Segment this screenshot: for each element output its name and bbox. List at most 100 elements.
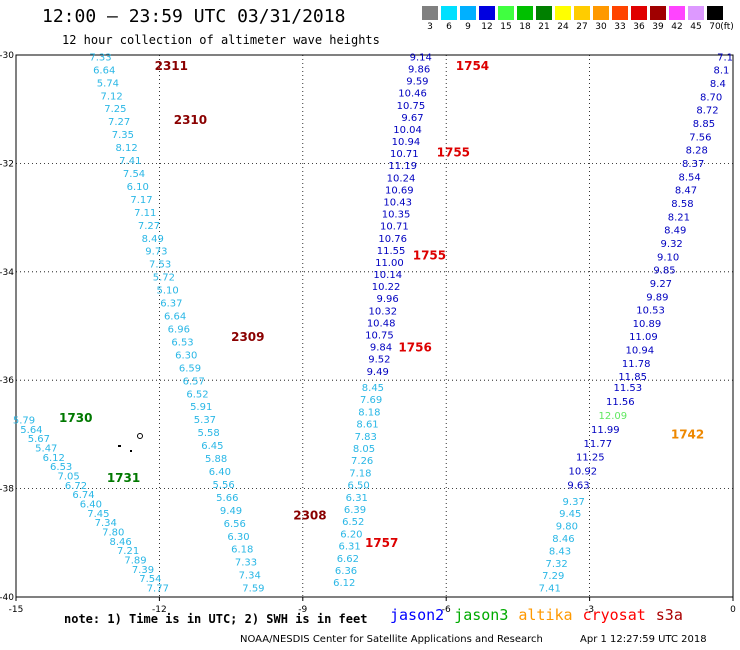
swh-value: 7.41 [119, 156, 141, 167]
colorbar-swatch [593, 6, 609, 20]
swh-value: 6.64 [164, 312, 186, 323]
colorbar-swatch [612, 6, 628, 20]
swh-value: 5.91 [190, 402, 212, 413]
axis-ticks: -15 -12 -9 -6 -3 0-30-32-34-36-38-40 [0, 51, 736, 615]
swh-value: 6.40 [209, 467, 231, 478]
pass-number-label: 2308 [293, 509, 326, 523]
swh-value: 12.09 [599, 411, 628, 422]
swh-value: 6.59 [179, 363, 201, 374]
swh-value: 7.54 [123, 169, 145, 180]
lon-tick-label: -3 [585, 605, 594, 615]
swh-value: 10.48 [367, 318, 396, 329]
colorbar-swatch [517, 6, 533, 20]
lon-tick-label: 0 [730, 605, 736, 615]
lat-tick-label: -40 [0, 593, 14, 603]
swh-value: 7.11 [134, 208, 156, 219]
swh-value: 9.63 [567, 481, 589, 492]
swh-value: 9.80 [556, 522, 578, 533]
swh-value: 6.31 [346, 493, 368, 504]
colorbar-swatch [707, 6, 723, 20]
swh-value: 5.74 [97, 78, 119, 89]
swh-value: 10.24 [387, 173, 416, 184]
swh-value: 6.96 [168, 324, 190, 335]
swh-value: 10.75 [397, 101, 426, 112]
swh-value: 5.64 [20, 425, 42, 436]
swh-value: 6.62 [337, 554, 359, 565]
mission-legend-item: jason2 [390, 606, 445, 624]
altimeter-tracks: 7.33 6.64 5.74 7.12 7.25 7.27 7.35 8.12 7.41 7.54… [13, 52, 733, 594]
footnote: note: 1) Time is in UTC; 2) SWH is in fe… [64, 612, 368, 626]
swh-value: 6.53 [50, 462, 72, 473]
swh-value: 10.76 [378, 234, 407, 245]
colorbar-label: 27 [576, 22, 588, 32]
colorbar-label: 6 [446, 22, 452, 32]
swh-value: 5.37 [194, 415, 216, 426]
swh-value: 7.05 [57, 472, 79, 483]
swh-value: 11.85 [618, 372, 647, 383]
swh-value: 7.18 [349, 468, 371, 479]
lon-tick-label: -9 [298, 605, 307, 615]
island-marker [130, 450, 132, 452]
swh-value: 7.17 [130, 195, 152, 206]
swh-value: 7.69 [360, 395, 382, 406]
swh-value: 9.45 [559, 509, 581, 520]
swh-value: 6.52 [342, 517, 364, 528]
colorbar-label: 9 [465, 22, 471, 32]
swh-value: 9.67 [401, 113, 423, 124]
swh-value: 9.73 [145, 247, 167, 258]
island-markers [118, 433, 143, 452]
swh-value: 9.49 [220, 506, 242, 517]
swh-value: 10.22 [372, 282, 401, 293]
swh-value: 10.43 [383, 198, 412, 209]
swh-value: 7.34 [239, 571, 261, 582]
swh-value: 5.10 [156, 286, 178, 297]
lat-tick-label: -34 [0, 268, 14, 278]
swh-value: 11.56 [606, 397, 635, 408]
swh-value: 8.54 [678, 172, 700, 183]
colorbar-label: 30 [595, 22, 607, 32]
mission-legend-item: altika [518, 606, 573, 624]
swh-value: 8.18 [358, 407, 380, 418]
colorbar-swatch [422, 6, 438, 20]
map-border [15, 54, 734, 598]
swh-value: 7.77 [147, 584, 169, 595]
swh-value: 7.27 [138, 221, 160, 232]
swh-value: 11.77 [583, 439, 612, 450]
swh-value: 6.57 [183, 376, 205, 387]
swh-value: 7.33 [235, 558, 257, 569]
swh-value: 8.28 [686, 146, 708, 157]
swh-value: 8.05 [353, 444, 375, 455]
swh-value: 7.83 [355, 432, 377, 443]
mission-legend-item: s3a [655, 606, 683, 624]
swh-value: 6.40 [80, 500, 102, 511]
lat-tick-label: -32 [0, 159, 14, 169]
swh-value: 8.12 [115, 143, 137, 154]
swh-value: 9.96 [377, 294, 399, 305]
swh-value: 7.34 [95, 518, 117, 529]
pass-number-label: 1730 [59, 411, 92, 425]
swh-value: 10.71 [390, 149, 419, 160]
colorbar-swatch [441, 6, 457, 20]
swh-value: 6.36 [335, 566, 357, 577]
swh-value: 8.49 [664, 226, 686, 237]
swh-value: 6.72 [65, 481, 87, 492]
swh-value: 7.25 [104, 104, 126, 115]
swh-value: 5.58 [198, 428, 220, 439]
swh-value: 5.66 [216, 493, 238, 504]
swh-value: 10.75 [365, 331, 394, 342]
swh-value: 11.25 [576, 453, 605, 464]
swh-value: 7.39 [132, 565, 154, 576]
swh-value: 7.41 [539, 584, 561, 595]
swh-value: 7.29 [542, 571, 564, 582]
swh-value: 7.54 [139, 574, 161, 585]
swh-value: 7.53 [149, 260, 171, 271]
swh-value: 6.18 [231, 545, 253, 556]
swh-value: 9.86 [408, 65, 430, 76]
swh-value: 6.12 [43, 453, 65, 464]
colorbar-swatch [479, 6, 495, 20]
swh-value: 10.69 [385, 185, 414, 196]
swh-value: 6.30 [175, 350, 197, 361]
colorbar-label: 45 [690, 22, 702, 32]
colorbar-swatch [688, 6, 704, 20]
colorbar-label: 18 [519, 22, 531, 32]
